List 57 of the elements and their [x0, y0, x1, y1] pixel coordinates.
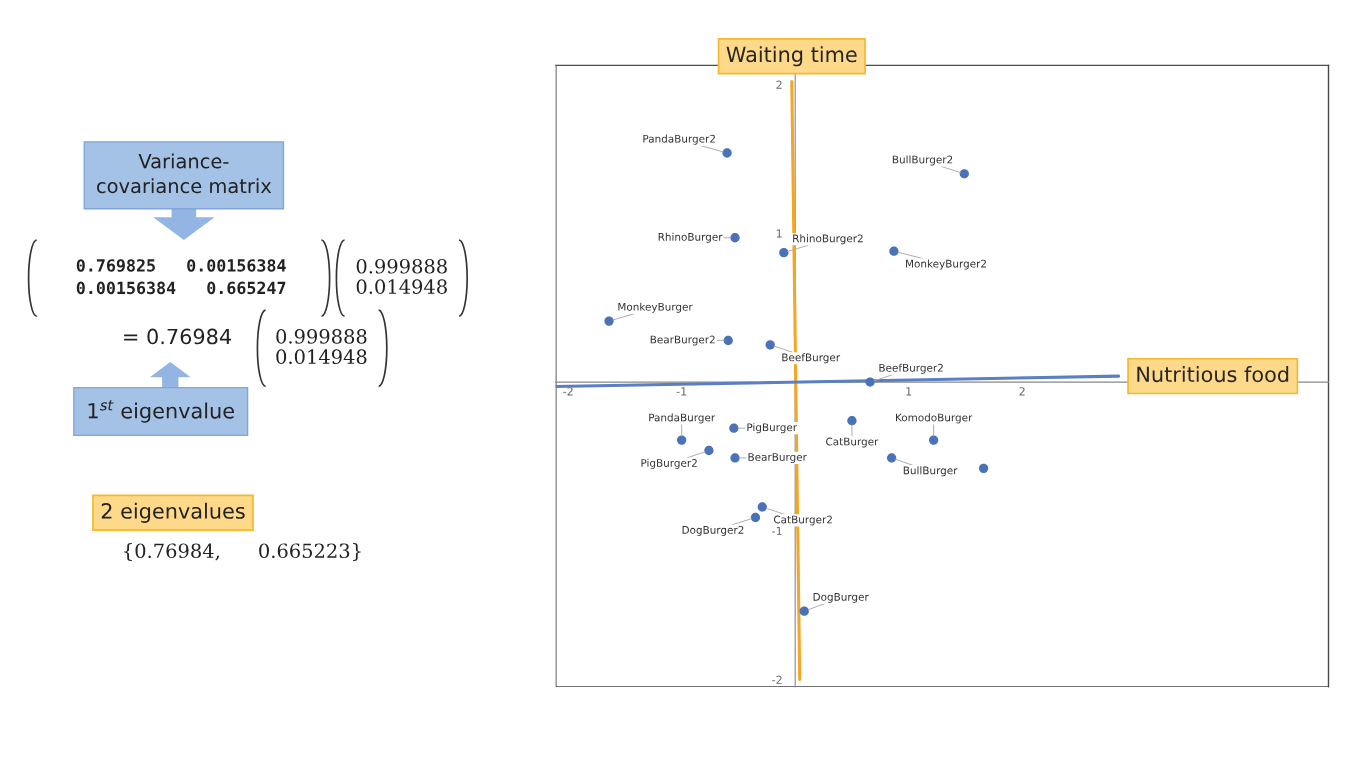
annotation: BullBurger2	[892, 155, 953, 166]
annotation: MonkeyBurger2	[906, 259, 986, 270]
point	[865, 377, 875, 387]
x-tick-label: 2	[1019, 387, 1025, 396]
text: 0.999888 0.014948	[356, 258, 447, 294]
series-label: Waiting time	[726, 46, 857, 67]
point	[757, 502, 767, 512]
annotation: KomodoBurger	[896, 413, 973, 424]
point	[704, 445, 714, 456]
y-tick-label: -1	[772, 526, 782, 536]
text: 0.999888 0.014948	[276, 329, 367, 365]
point	[730, 233, 740, 243]
annotation: MonkeyBurger	[618, 302, 693, 313]
point	[722, 148, 732, 158]
point	[978, 463, 989, 474]
point	[730, 453, 740, 463]
annotation: DogBurger	[813, 593, 869, 603]
text: 0.769825 0.00156384 0.00156384 0.665247	[76, 259, 286, 295]
text: = 0.76984	[124, 328, 232, 345]
annotation: PandaBurger2	[643, 134, 715, 145]
x-tick-label: -2	[563, 387, 573, 396]
annotation: BeefBurger2	[879, 363, 943, 374]
point	[604, 316, 614, 326]
point	[765, 340, 775, 350]
annotation: BearBurger2	[650, 335, 715, 346]
text: 2 eigenvalues	[101, 502, 245, 523]
annotation: DogBurger2	[682, 525, 744, 536]
point	[799, 606, 809, 616]
point	[889, 246, 899, 256]
annotation: RhinoBurger2	[793, 234, 863, 245]
annotation: PandaBurger	[649, 413, 716, 424]
annotation: PigBurger2	[641, 458, 697, 469]
annotation: PigBurger	[747, 423, 798, 434]
x-tick-label: -1	[676, 387, 687, 396]
point	[887, 453, 897, 463]
annotation: BullBurger	[903, 466, 958, 477]
text: {0.76984, 0.665223}	[124, 543, 361, 561]
series-label: Nutritious food	[1137, 366, 1289, 383]
annotation: BearBurger	[748, 453, 807, 463]
point	[750, 512, 761, 523]
point	[847, 416, 857, 426]
y-tick-label: 2	[776, 80, 782, 89]
x-tick-label: 1	[906, 387, 912, 396]
annotation: CatBurger2	[773, 515, 832, 526]
point	[779, 248, 789, 258]
point	[729, 423, 739, 433]
annotation: CatBurger	[826, 437, 879, 448]
point	[928, 435, 939, 445]
point	[959, 169, 969, 179]
y-tick-label: 1	[776, 229, 782, 238]
annotation: RhinoBurger	[658, 232, 723, 243]
text: 1$^{st}$ eigenvalue	[88, 400, 234, 423]
point	[723, 335, 733, 346]
text: Variance- covariance matrix	[97, 153, 272, 194]
point	[677, 435, 687, 445]
annotation: BeefBurger	[782, 353, 841, 364]
y-tick-label: -2	[772, 675, 782, 684]
